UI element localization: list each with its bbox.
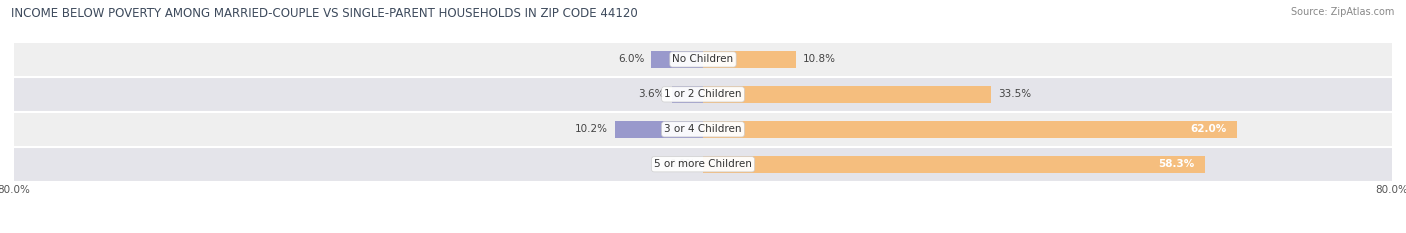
Text: 3.6%: 3.6% [638,89,665,99]
Text: 6.0%: 6.0% [619,55,644,64]
Bar [14,42,1392,77]
Text: 33.5%: 33.5% [998,89,1032,99]
Bar [703,51,796,68]
Bar [703,86,991,103]
Text: 5 or more Children: 5 or more Children [654,159,752,169]
Bar [616,121,703,138]
Bar [672,86,703,103]
Text: No Children: No Children [672,55,734,64]
Bar [703,121,1237,138]
Bar [703,156,1205,173]
Bar [651,51,703,68]
Bar [14,147,1392,182]
Text: 62.0%: 62.0% [1191,124,1226,134]
Text: 1 or 2 Children: 1 or 2 Children [664,89,742,99]
Bar [14,77,1392,112]
Text: 58.3%: 58.3% [1159,159,1195,169]
Text: Source: ZipAtlas.com: Source: ZipAtlas.com [1291,7,1395,17]
Text: 10.8%: 10.8% [803,55,837,64]
Text: 3 or 4 Children: 3 or 4 Children [664,124,742,134]
Text: 0.0%: 0.0% [669,159,696,169]
Text: 10.2%: 10.2% [575,124,609,134]
Text: INCOME BELOW POVERTY AMONG MARRIED-COUPLE VS SINGLE-PARENT HOUSEHOLDS IN ZIP COD: INCOME BELOW POVERTY AMONG MARRIED-COUPL… [11,7,638,20]
Bar [14,112,1392,147]
